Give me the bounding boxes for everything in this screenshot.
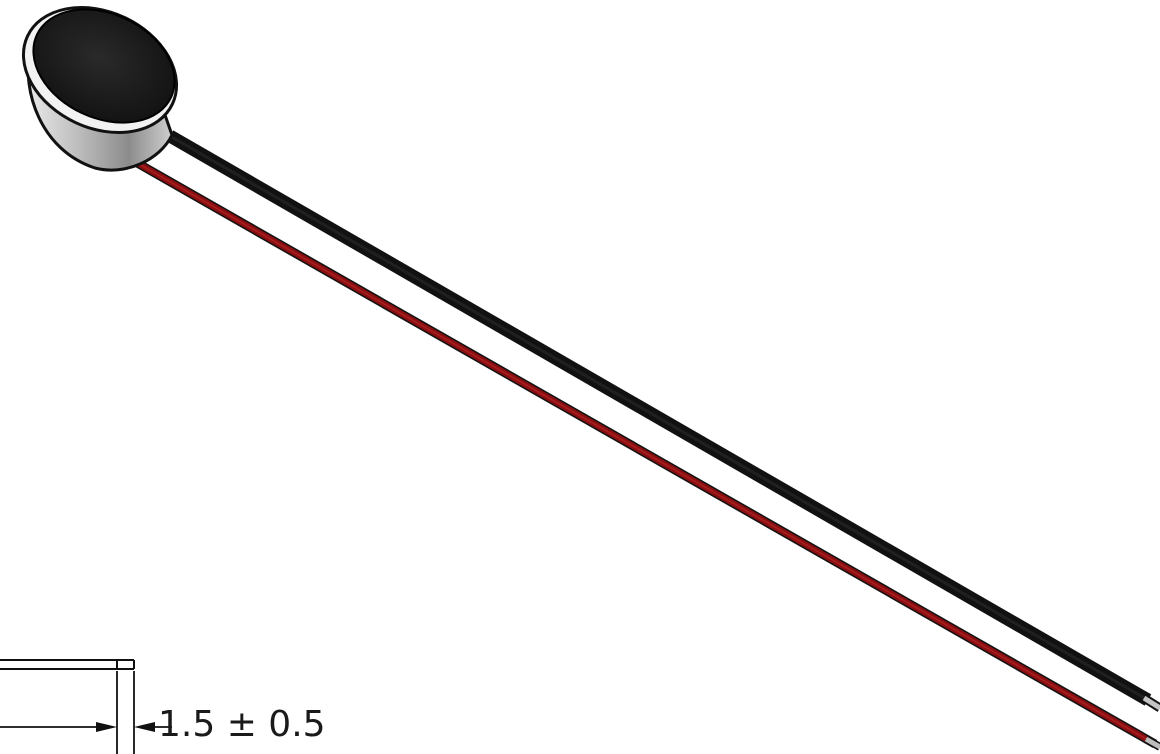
capsule-face [32,8,176,124]
microphone-capsule [21,6,179,172]
black-lead-wire [166,130,1160,712]
red-wire-tip [1144,735,1160,751]
dimension-label: 1.5 ± 0.5 [158,704,326,745]
dimension-arrow-left [96,722,117,732]
black-wire-tip [1141,694,1160,712]
red-lead-wire [129,156,1160,751]
dimension-arrow-right [134,722,155,732]
dimension-detail [0,659,172,754]
